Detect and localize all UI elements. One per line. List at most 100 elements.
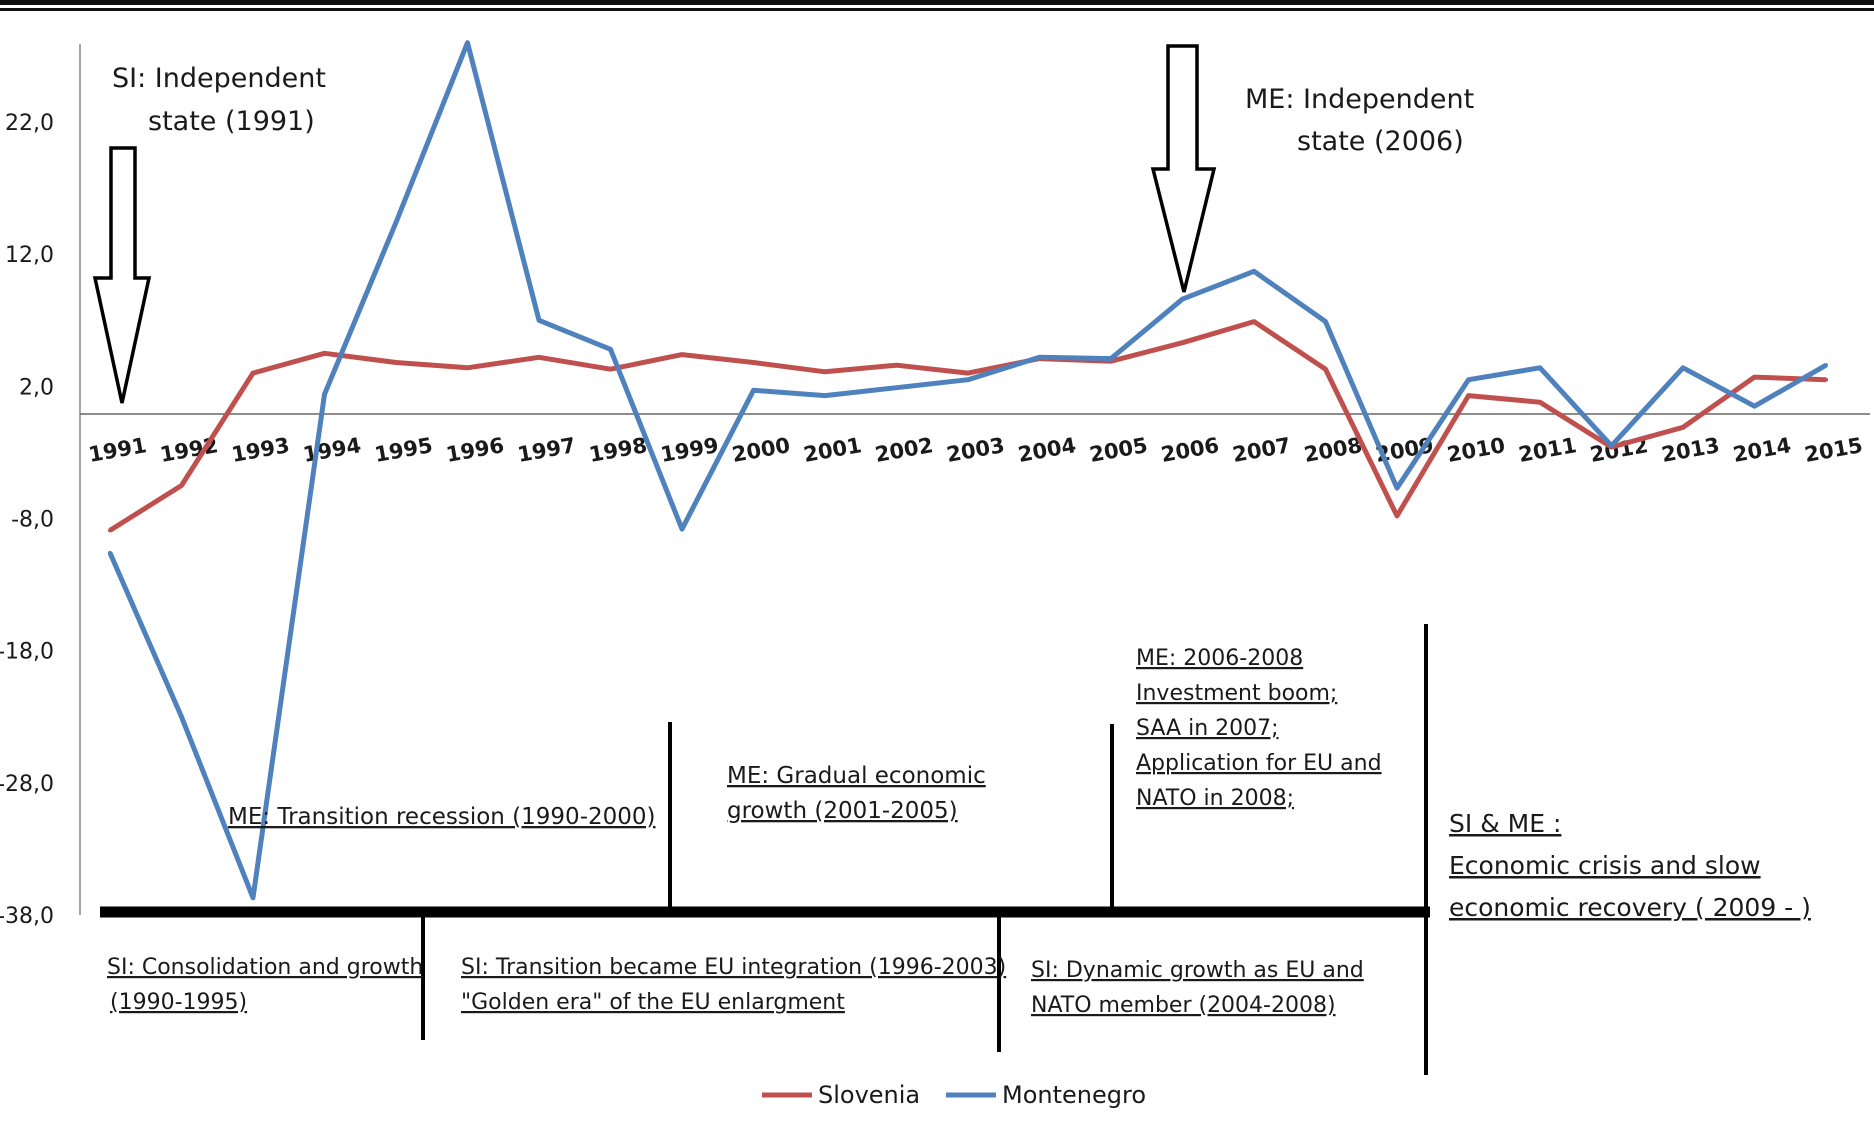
data-point-montenegro <box>966 377 970 382</box>
data-point-montenegro <box>1252 269 1256 274</box>
data-point-slovenia <box>1180 340 1185 345</box>
data-point-montenegro <box>251 895 255 900</box>
me-boom-label: Application for EU and <box>1136 751 1382 776</box>
x-tick-label: 2004 <box>1016 433 1078 467</box>
data-point-slovenia <box>251 371 255 376</box>
data-point-montenegro <box>1681 365 1685 370</box>
timeline <box>100 624 1430 1075</box>
data-point-slovenia <box>394 360 398 365</box>
arrow-down-icon <box>1150 44 1217 293</box>
data-point-montenegro <box>1037 355 1042 360</box>
data-point-slovenia <box>1466 393 1471 398</box>
me-independent-label: state (2006) <box>1297 126 1464 157</box>
data-point-montenegro <box>751 388 756 393</box>
me-independent-label: ME: Independent <box>1245 84 1474 115</box>
data-point-slovenia <box>322 351 327 356</box>
x-tick-label: 2003 <box>945 433 1007 467</box>
data-point-montenegro <box>894 385 899 390</box>
data-point-montenegro <box>465 40 470 45</box>
data-point-montenegro <box>823 393 827 398</box>
data-point-montenegro <box>1466 377 1471 382</box>
data-point-slovenia <box>823 369 827 374</box>
x-tick-label: 2002 <box>873 433 935 467</box>
si-me-crisis-label: SI & ME : <box>1449 809 1561 838</box>
data-point-montenegro <box>1109 356 1113 361</box>
x-tick-label: 2015 <box>1803 433 1865 467</box>
me-gradual-label: ME: Gradual economic <box>727 763 986 789</box>
si-me-crisis-label: Economic crisis and slow <box>1449 851 1761 880</box>
data-point-montenegro <box>179 714 184 719</box>
si-dynamic-label: NATO member (2004-2008) <box>1031 993 1336 1018</box>
si-transition-label: "Golden era" of the EU enlargment <box>461 990 845 1015</box>
y-tick-label: -38,0 <box>0 904 54 929</box>
x-tick-label: 1998 <box>587 433 649 467</box>
data-point-slovenia <box>608 367 613 372</box>
data-point-slovenia <box>1824 377 1828 382</box>
data-point-slovenia <box>680 352 684 357</box>
y-tick-label: -28,0 <box>0 772 54 797</box>
x-tick-label: 1997 <box>516 433 578 467</box>
data-point-slovenia <box>1681 425 1685 430</box>
data-point-slovenia <box>1252 319 1256 324</box>
data-point-slovenia <box>465 365 470 370</box>
me-boom-label: ME: 2006-2008 <box>1136 646 1303 671</box>
x-tick-label: 1996 <box>444 433 506 467</box>
top-border-line <box>0 8 1874 11</box>
data-point-slovenia <box>751 360 756 365</box>
si-me-crisis-label: economic recovery ( 2009 - ) <box>1449 893 1811 922</box>
x-tick-label: 1991 <box>87 433 149 467</box>
x-tick-label: 1993 <box>230 433 292 467</box>
x-tick-label: 2011 <box>1517 433 1579 467</box>
me-gradual-label: growth (2001-2005) <box>727 798 958 824</box>
y-tick-label: -18,0 <box>0 640 54 665</box>
data-point-montenegro <box>394 220 398 225</box>
data-point-slovenia <box>179 483 184 488</box>
top-border <box>0 0 1874 14</box>
axes <box>79 44 1870 915</box>
y-tick-label: 22,0 <box>5 111 54 136</box>
si-independent-label: state (1991) <box>148 106 315 137</box>
series-line-slovenia <box>108 319 1827 533</box>
arrow-down-icon <box>92 146 152 404</box>
x-tick-label: 2006 <box>1159 433 1221 467</box>
data-point-slovenia <box>1538 400 1542 405</box>
x-tick-label: 2013 <box>1660 433 1722 467</box>
si-dynamic-label: SI: Dynamic growth as EU and <box>1031 958 1364 983</box>
data-point-montenegro <box>322 392 327 397</box>
data-point-montenegro <box>1395 486 1399 491</box>
si-transition-label: SI: Transition became EU integration (19… <box>461 955 1006 980</box>
data-point-slovenia <box>1752 375 1757 380</box>
me-transition-label: ME: Transition recession (1990-2000) <box>228 804 656 830</box>
series-lines <box>107 40 1828 901</box>
y-tick-label: -8,0 <box>11 508 54 533</box>
x-tick-label: 2014 <box>1731 433 1793 467</box>
x-tick-label: 2000 <box>730 433 792 467</box>
x-tick-label: 2008 <box>1302 433 1364 467</box>
data-point-slovenia <box>966 371 970 376</box>
me-boom-label: NATO in 2008; <box>1136 786 1294 811</box>
data-point-montenegro <box>537 318 541 323</box>
legend-label-montenegro: Montenegro <box>1002 1081 1146 1109</box>
si-consolidation-label: SI: Consolidation and growth <box>107 955 423 980</box>
data-point-montenegro <box>1752 404 1757 409</box>
data-point-slovenia <box>1323 367 1328 372</box>
me-boom-label: SAA in 2007; <box>1136 716 1279 741</box>
y-tick-labels: 22,0 12,0 2,0 -8,0 -18,0 -28,0 -38,0 <box>0 111 54 929</box>
data-point-slovenia <box>108 528 112 533</box>
x-tick-label: 2007 <box>1231 433 1293 467</box>
data-point-slovenia <box>537 355 541 360</box>
x-tick-label: 2005 <box>1088 433 1150 467</box>
data-point-montenegro <box>608 347 613 352</box>
data-point-montenegro <box>1824 363 1828 368</box>
data-point-montenegro <box>1609 443 1614 448</box>
data-point-montenegro <box>108 550 112 555</box>
data-point-montenegro <box>1180 297 1185 302</box>
data-point-montenegro <box>1323 319 1328 324</box>
si-consolidation-label: (1990-1995) <box>110 990 247 1015</box>
x-tick-label: 2001 <box>802 433 864 467</box>
legend-label-slovenia: Slovenia <box>818 1081 920 1109</box>
data-point-slovenia <box>1395 513 1399 518</box>
top-border-line <box>0 0 1874 5</box>
me-boom-label: Investment boom; <box>1136 681 1337 706</box>
